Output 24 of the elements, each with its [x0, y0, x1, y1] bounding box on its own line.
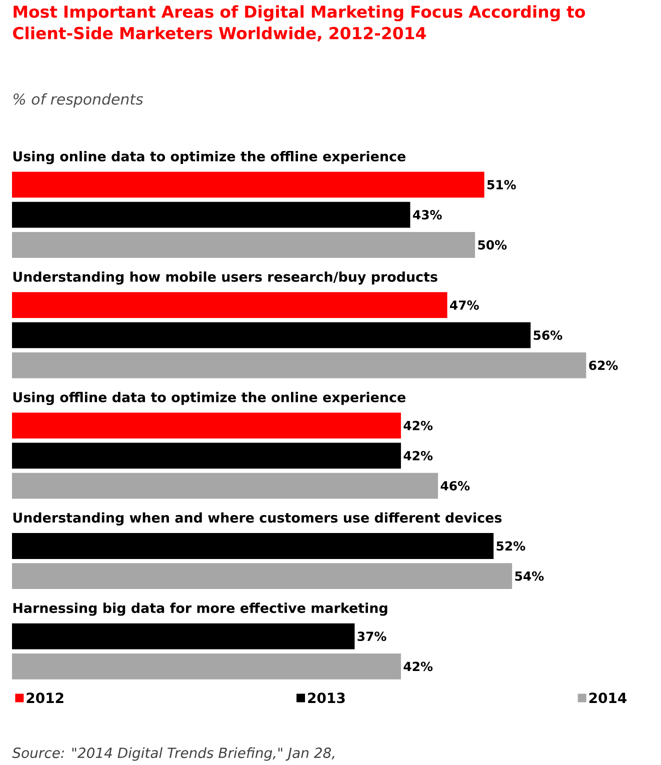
data-label: 43% [412, 210, 442, 220]
data-label: 54% [515, 571, 544, 581]
data-label: 46% [440, 481, 470, 490]
y-tick-label: Understanding how mobile users research/buy products [13, 271, 438, 285]
legend-label: 2014 [589, 692, 626, 704]
data-label: 47% [450, 300, 479, 310]
legend-label: 2012 [26, 692, 64, 704]
data-label: 52% [496, 541, 526, 551]
data-label: 56% [534, 330, 562, 340]
y-tick-label: Using offline data to optimize the online experience [13, 392, 406, 406]
y-tick-label: Harnessing big data for more effective marketing [13, 602, 388, 616]
data-label: 50% [478, 240, 507, 250]
chart-title: Most Important Areas of Digital Marketing Focus According to Client-Side Marketers Worldwide, 2012-2014 [13, 5, 585, 42]
source-note: Source: "2014 Digital Trends Briefing," Jan 28, [12, 747, 334, 761]
data-label: 42% [404, 450, 433, 460]
data-label: 42% [404, 662, 433, 672]
y-tick-label: Using online data to optimize the offline experience [13, 151, 406, 164]
data-label: 51% [487, 180, 516, 190]
data-label: 37% [358, 632, 386, 642]
y-tick-label: Understanding when and where customers use different devices [13, 512, 502, 526]
chart-subtitle: % of respondents [14, 93, 143, 108]
data-label: 42% [404, 420, 433, 430]
legend-label: 2013 [308, 692, 345, 704]
data-label: 62% [589, 360, 618, 370]
